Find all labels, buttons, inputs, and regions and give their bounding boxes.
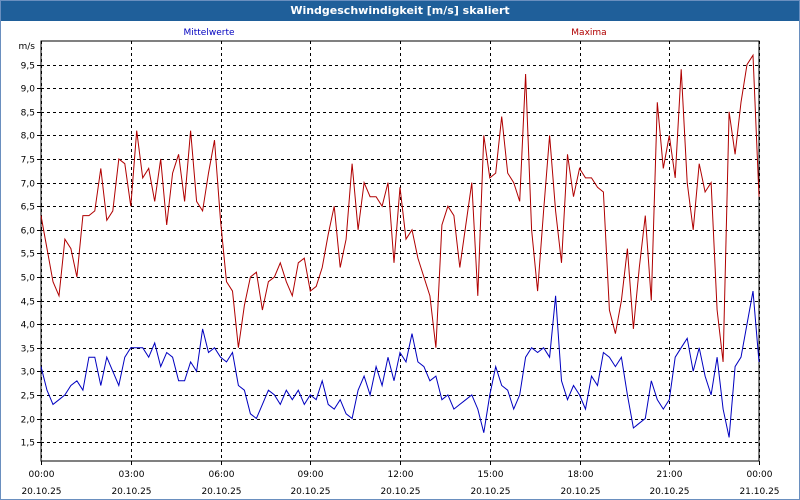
legend-maxima: Maxima	[571, 28, 606, 38]
y-axis-label: m/s	[19, 42, 36, 52]
x-tick-time: 00:00	[29, 470, 55, 480]
series-line-mittelwerte	[40, 291, 760, 438]
y-tick-label: 6,5	[21, 203, 35, 213]
legend-mittelwerte: Mittelwerte	[183, 28, 234, 38]
x-tick-time: 03:00	[119, 470, 145, 480]
x-tick-date: 21.10.25	[739, 487, 779, 497]
y-tick-label: 8,5	[21, 109, 35, 119]
x-tick-date: 20.10.25	[560, 487, 600, 497]
y-tick-label: 3,5	[21, 345, 35, 355]
y-tick-label: 6,0	[21, 227, 36, 237]
y-tick-label: 4,0	[21, 321, 36, 331]
x-tick-date: 20.10.25	[470, 487, 510, 497]
x-tick-time: 21:00	[657, 470, 683, 480]
y-tick-label: 2,5	[21, 392, 35, 402]
x-tick-date: 20.10.25	[380, 487, 420, 497]
x-tick-date: 20.10.25	[649, 487, 689, 497]
x-tick-time: 09:00	[298, 470, 324, 480]
y-tick-label: 3,0	[21, 368, 36, 378]
y-tick-label: 4,5	[21, 298, 35, 308]
y-tick-label: 8,0	[21, 132, 36, 142]
y-tick-label: 5,0	[21, 274, 36, 284]
x-tick-date: 20.10.25	[111, 487, 151, 497]
y-tick-label: 7,5	[21, 156, 35, 166]
x-tick-time: 00:00	[747, 470, 773, 480]
y-tick-label: 5,5	[21, 250, 35, 260]
y-tick-label: 9,0	[21, 85, 36, 95]
x-tick-time: 12:00	[388, 470, 414, 480]
y-tick-label: 1,5	[21, 439, 35, 449]
x-tick-date: 20.10.25	[201, 487, 241, 497]
x-tick-time: 18:00	[568, 470, 594, 480]
x-tick-time: 15:00	[478, 470, 504, 480]
series-line-maxima	[40, 53, 760, 362]
y-tick-label: 9,5	[21, 62, 35, 72]
x-tick-time: 06:00	[209, 470, 235, 480]
y-tick-label: 2,0	[21, 416, 36, 426]
x-tick-date: 20.10.25	[290, 487, 330, 497]
chart-title: Windgeschwindigkeit [m/s] skaliert	[1, 1, 799, 21]
x-tick-date: 20.10.25	[21, 487, 61, 497]
y-tick-label: 7,0	[21, 180, 36, 190]
